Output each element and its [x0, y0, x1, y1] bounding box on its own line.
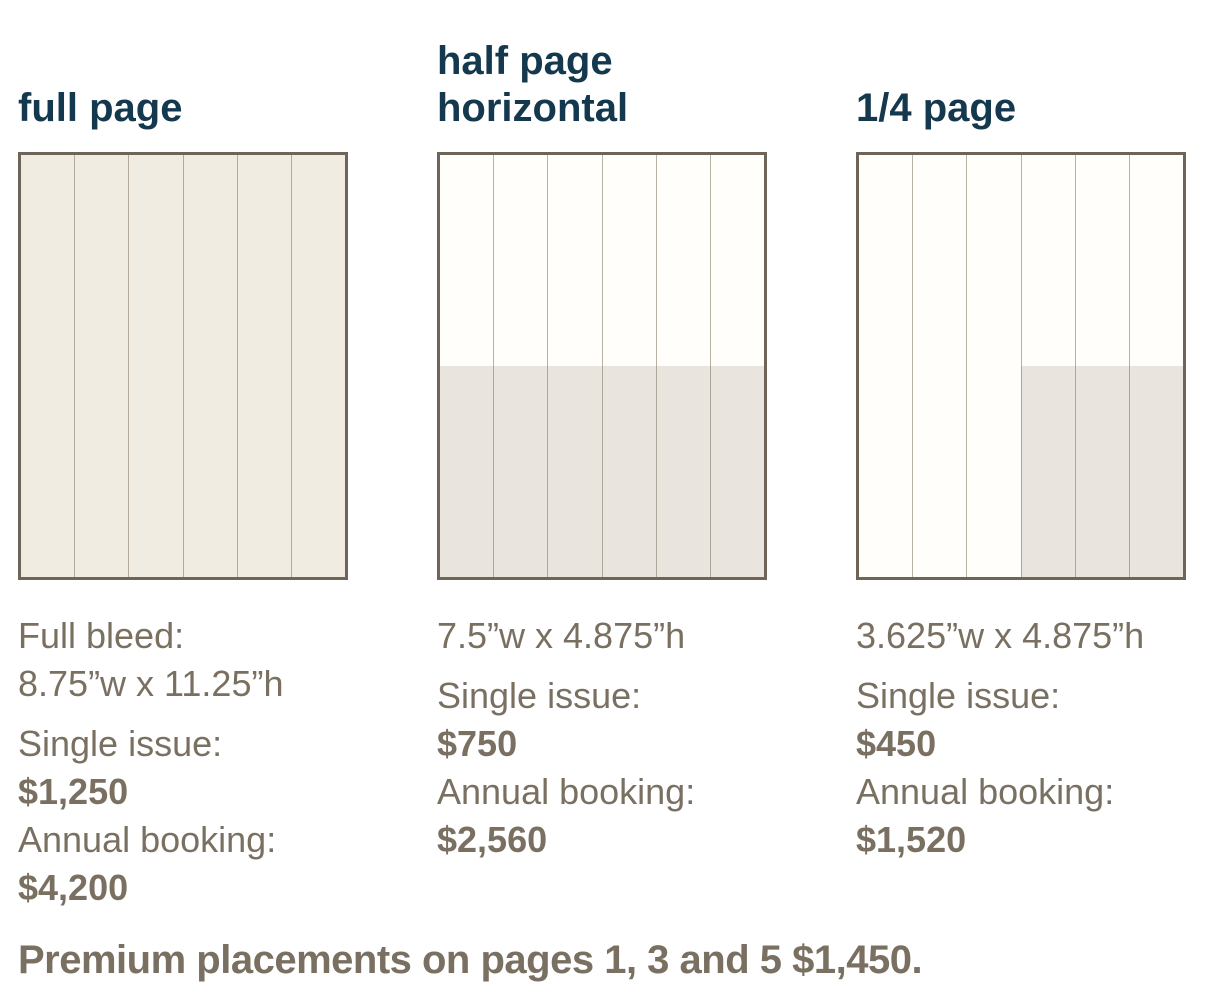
- dimensions-block: 7.5”w x 4.875”h: [437, 612, 767, 660]
- single-issue-label: Single issue:: [18, 723, 223, 764]
- page-column-cell: [74, 155, 128, 577]
- single-issue-price: $750: [437, 723, 518, 764]
- annual-booking-label: Annual booking:: [856, 771, 1115, 812]
- page-column-cell: [547, 155, 601, 577]
- page-diagram-full-page: [18, 152, 348, 580]
- dimensions-block: 3.625”w x 4.875”h: [856, 612, 1186, 660]
- page-column-cell: [290, 155, 345, 577]
- option-title-line: full page: [18, 86, 183, 130]
- ad-option-quarter-page: 1/4 page 3.625”w x 4.875”h: [856, 0, 1186, 864]
- page-column-cell: [966, 155, 1020, 577]
- dimension-line: Full bleed:: [18, 615, 185, 656]
- page-column-cell: [655, 155, 710, 577]
- page-column-cell: [493, 155, 547, 577]
- page-column-cell: [21, 155, 74, 577]
- single-issue-label: Single issue:: [437, 675, 642, 716]
- option-specs-quarter-page: 3.625”w x 4.875”h Single issue: $450 Ann…: [856, 612, 1186, 864]
- single-issue-price: $1,250: [18, 771, 129, 812]
- page-column-cell: [182, 155, 237, 577]
- page-column-grid: [440, 155, 764, 577]
- page-column-grid: [21, 155, 345, 577]
- option-title-line: half page: [437, 39, 613, 83]
- dimension-line: 8.75”w x 11.25”h: [18, 663, 284, 704]
- annual-booking-price: $4,200: [18, 867, 129, 908]
- option-title-half-page: half page horizontal: [437, 0, 767, 152]
- single-issue-price: $450: [856, 723, 937, 764]
- page-column-cell: [859, 155, 912, 577]
- premium-placements-note: Premium placements on pages 1, 3 and 5 $…: [18, 938, 923, 982]
- pricing-block: Single issue: $1,250 Annual booking: $4,…: [18, 720, 348, 912]
- option-title-quarter-page: 1/4 page: [856, 0, 1186, 152]
- page-diagram-quarter-page: [856, 152, 1186, 580]
- page-column-cell: [128, 155, 182, 577]
- page-column-cell: [1074, 155, 1129, 577]
- single-issue-label: Single issue:: [856, 675, 1061, 716]
- annual-booking-label: Annual booking:: [437, 771, 696, 812]
- page-column-cell: [912, 155, 966, 577]
- dimensions-block: Full bleed: 8.75”w x 11.25”h: [18, 612, 348, 708]
- page-column-cell: [236, 155, 291, 577]
- page-column-cell: [1020, 155, 1075, 577]
- option-specs-full-page: Full bleed: 8.75”w x 11.25”h Single issu…: [18, 612, 348, 912]
- page-column-grid: [859, 155, 1183, 577]
- page-column-cell: [1128, 155, 1183, 577]
- pricing-block: Single issue: $750 Annual booking: $2,56…: [437, 672, 767, 864]
- option-title-full-page: full page: [18, 0, 348, 152]
- annual-booking-price: $1,520: [856, 819, 967, 860]
- ad-area-shade-quarter-page: [1021, 366, 1183, 577]
- page-column-cell: [601, 155, 656, 577]
- option-title-line: 1/4 page: [856, 86, 1017, 130]
- ad-option-half-page-horizontal: half page horizontal 7.5”w x 4.875”h: [437, 0, 767, 864]
- pricing-block: Single issue: $450 Annual booking: $1,52…: [856, 672, 1186, 864]
- ad-options-row: full page Full bleed: 8.75”w x 11.25”h: [18, 0, 1206, 912]
- annual-booking-price: $2,560: [437, 819, 548, 860]
- page-column-cell: [440, 155, 493, 577]
- option-title-line: horizontal: [437, 86, 629, 130]
- page-diagram-half-page: [437, 152, 767, 580]
- page-column-cell: [709, 155, 764, 577]
- dimension-line: 3.625”w x 4.875”h: [856, 615, 1145, 656]
- dimension-line: 7.5”w x 4.875”h: [437, 615, 686, 656]
- option-specs-half-page: 7.5”w x 4.875”h Single issue: $750 Annua…: [437, 612, 767, 864]
- annual-booking-label: Annual booking:: [18, 819, 277, 860]
- ad-option-full-page: full page Full bleed: 8.75”w x 11.25”h: [18, 0, 348, 912]
